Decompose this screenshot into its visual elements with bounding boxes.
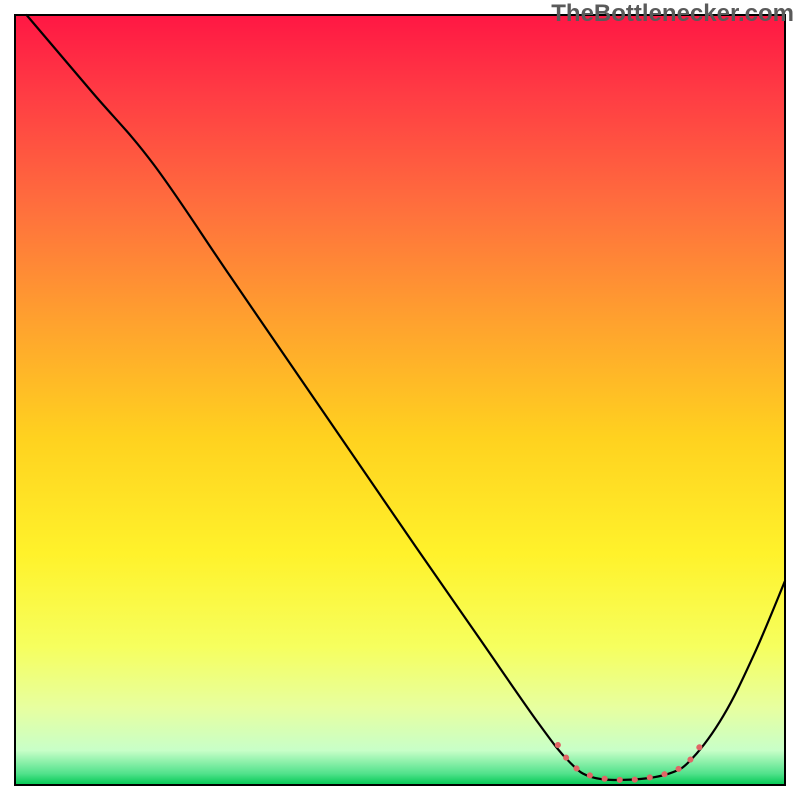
watermark-text: TheBottlenecker.com: [551, 0, 794, 28]
bottleneck-chart: [0, 0, 800, 800]
chart-stage: TheBottlenecker.com: [0, 0, 800, 800]
chart-background: [15, 15, 785, 785]
